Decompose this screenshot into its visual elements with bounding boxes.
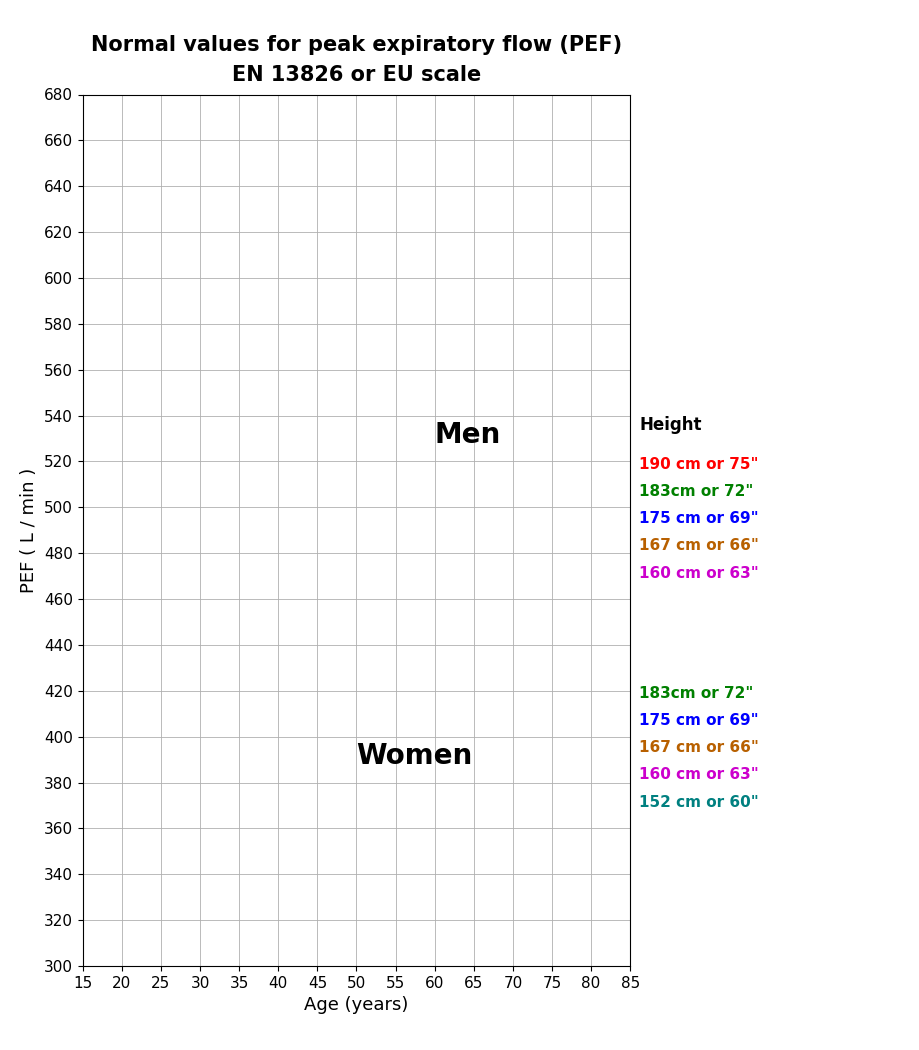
Text: 167 cm or 66": 167 cm or 66" xyxy=(639,740,758,755)
Text: 175 cm or 69": 175 cm or 69" xyxy=(639,511,758,526)
Title: Normal values for peak expiratory flow (PEF)
EN 13826 or EU scale: Normal values for peak expiratory flow (… xyxy=(91,35,621,85)
Text: 160 cm or 63": 160 cm or 63" xyxy=(639,768,758,782)
Text: 190 cm or 75": 190 cm or 75" xyxy=(639,457,758,471)
X-axis label: Age (years): Age (years) xyxy=(304,996,408,1014)
Text: Men: Men xyxy=(435,421,501,449)
Text: 167 cm or 66": 167 cm or 66" xyxy=(639,539,758,553)
Text: Women: Women xyxy=(357,742,472,771)
Text: Height: Height xyxy=(639,416,701,435)
Text: 175 cm or 69": 175 cm or 69" xyxy=(639,713,758,728)
Text: 183cm or 72": 183cm or 72" xyxy=(639,686,753,700)
Y-axis label: PEF ( L / min ): PEF ( L / min ) xyxy=(20,467,39,593)
Text: 183cm or 72": 183cm or 72" xyxy=(639,484,753,499)
Text: 160 cm or 63": 160 cm or 63" xyxy=(639,566,758,581)
Text: 152 cm or 60": 152 cm or 60" xyxy=(639,795,758,810)
